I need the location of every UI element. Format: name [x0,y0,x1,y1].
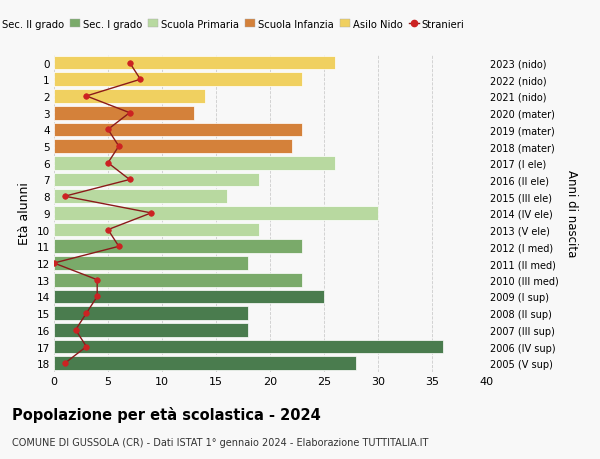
Bar [54,273,302,287]
Bar [54,240,302,254]
Bar [54,290,324,303]
Bar [54,307,248,320]
Legend: Sec. II grado, Sec. I grado, Scuola Primaria, Scuola Infanzia, Asilo Nido, Stran: Sec. II grado, Sec. I grado, Scuola Prim… [0,16,469,34]
Bar [54,190,227,204]
Bar [54,357,356,370]
Y-axis label: Età alunni: Età alunni [18,182,31,245]
Bar [54,173,259,187]
Bar [54,257,248,270]
Bar [54,157,335,170]
Bar [54,123,302,137]
Bar [54,223,259,237]
Bar [54,56,335,70]
Bar [54,140,292,154]
Text: Popolazione per età scolastica - 2024: Popolazione per età scolastica - 2024 [12,406,321,422]
Text: COMUNE DI GUSSOLA (CR) - Dati ISTAT 1° gennaio 2024 - Elaborazione TUTTITALIA.IT: COMUNE DI GUSSOLA (CR) - Dati ISTAT 1° g… [12,437,428,447]
Y-axis label: Anni di nascita: Anni di nascita [565,170,578,257]
Bar [54,340,443,353]
Bar [54,90,205,104]
Bar [54,323,248,337]
Bar [54,73,302,87]
Bar [54,207,378,220]
Bar [54,106,194,120]
